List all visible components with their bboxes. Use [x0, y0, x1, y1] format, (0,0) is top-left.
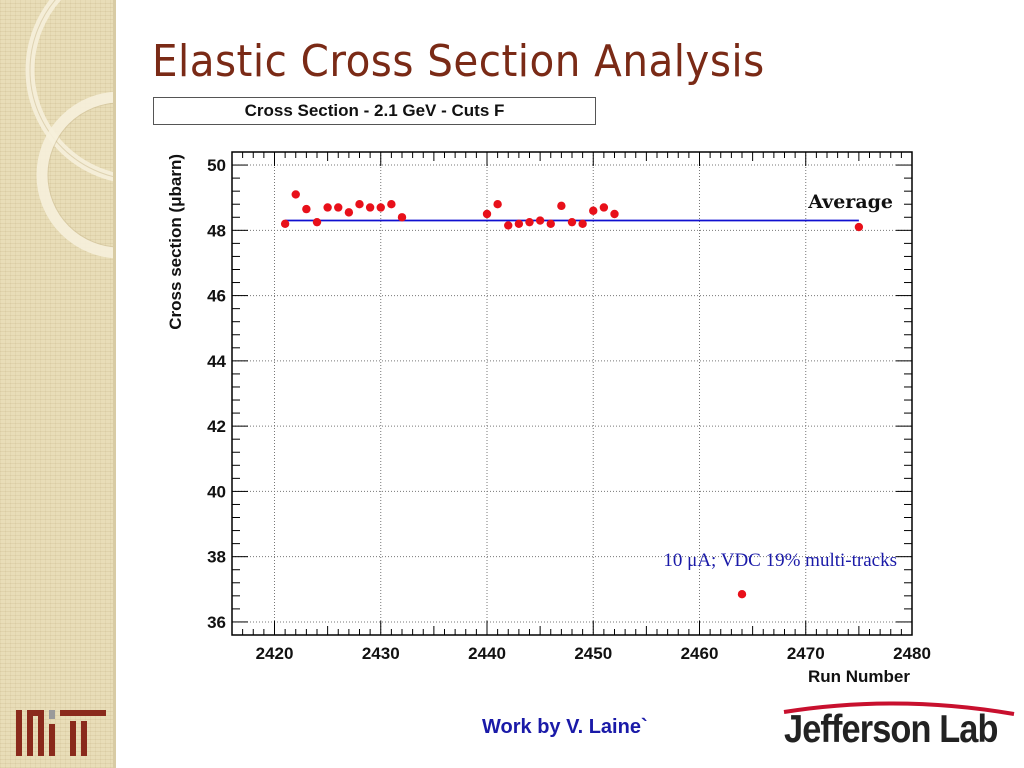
y-tick-label: 38 [207, 548, 226, 567]
data-point [302, 204, 311, 214]
x-tick-label: 2460 [681, 644, 719, 663]
x-tick-label: 2420 [256, 644, 294, 663]
page-title: Elastic Cross Section Analysis [152, 36, 765, 87]
data-point [387, 200, 396, 209]
data-point [514, 219, 524, 228]
decorative-sidebar [0, 0, 116, 768]
tick-labels: 2420 2430 2440 2450 2460 2470 2480 36 38 40 42 44 46… [207, 156, 931, 663]
data-point [535, 216, 545, 225]
mit-logo-bar [16, 710, 22, 756]
data-point [493, 200, 502, 209]
data-point [589, 206, 598, 215]
data-point [365, 203, 375, 212]
mit-logo-bar [38, 710, 44, 756]
data-point [334, 203, 343, 212]
x-tick-label: 2480 [893, 644, 931, 663]
data-point [280, 219, 290, 228]
x-tick-label: 2450 [574, 644, 612, 663]
y-tick-label: 36 [207, 613, 226, 632]
data-point [323, 203, 332, 212]
mit-logo-bar [60, 710, 106, 716]
data-point [355, 200, 364, 209]
data-point [854, 222, 864, 232]
sidebar-divider [113, 0, 116, 768]
y-tick-label: 48 [207, 221, 226, 240]
data-point [567, 217, 577, 227]
data-point [599, 203, 609, 212]
data-point [504, 221, 513, 230]
x-tick-label: 2430 [362, 644, 400, 663]
mit-logo-bar [27, 710, 44, 716]
data-point [610, 209, 619, 219]
mit-logo [16, 710, 106, 756]
x-tick-label: 2440 [468, 644, 506, 663]
data-point [312, 217, 322, 227]
mit-logo-bar [49, 724, 55, 756]
data-point [525, 217, 534, 227]
chart-title: Cross Section - 2.1 GeV - Cuts F [153, 97, 596, 125]
axis-ticks [231, 151, 913, 636]
mit-logo-bar [27, 710, 33, 756]
x-tick-label: 2470 [787, 644, 825, 663]
decorative-rings [25, 0, 116, 259]
credit-text: Work by V. Laine` [482, 716, 648, 738]
data-point [291, 190, 300, 199]
mit-logo-bar [81, 721, 87, 756]
data-point [344, 208, 354, 217]
y-tick-label: 50 [207, 156, 226, 175]
mit-logo-dot [49, 710, 55, 719]
data-point [376, 203, 385, 212]
data-point [482, 209, 492, 219]
data-point [737, 590, 747, 599]
grid-lines [232, 152, 912, 635]
data-point [557, 201, 566, 211]
y-axis-label: Cross section (μbarn) [166, 154, 185, 330]
y-tick-label: 42 [207, 417, 226, 436]
jlab-wordmark: Jefferson Lab [784, 708, 998, 751]
multi-track-annotation: 10 μA; VDC 19% multi-tracks [663, 550, 897, 571]
data-point [578, 219, 587, 228]
y-tick-label: 40 [207, 482, 226, 501]
y-tick-label: 46 [207, 287, 226, 306]
data-point [397, 213, 407, 222]
mit-logo-bar [70, 721, 76, 756]
jefferson-lab-logo: Jefferson Lab [778, 700, 1018, 760]
data-point [546, 219, 555, 228]
average-label: Average [807, 191, 893, 213]
y-tick-label: 44 [207, 352, 226, 371]
x-axis-label: Run Number [808, 667, 910, 686]
data-points [280, 190, 864, 599]
jlab-arc-icon [783, 701, 1015, 716]
